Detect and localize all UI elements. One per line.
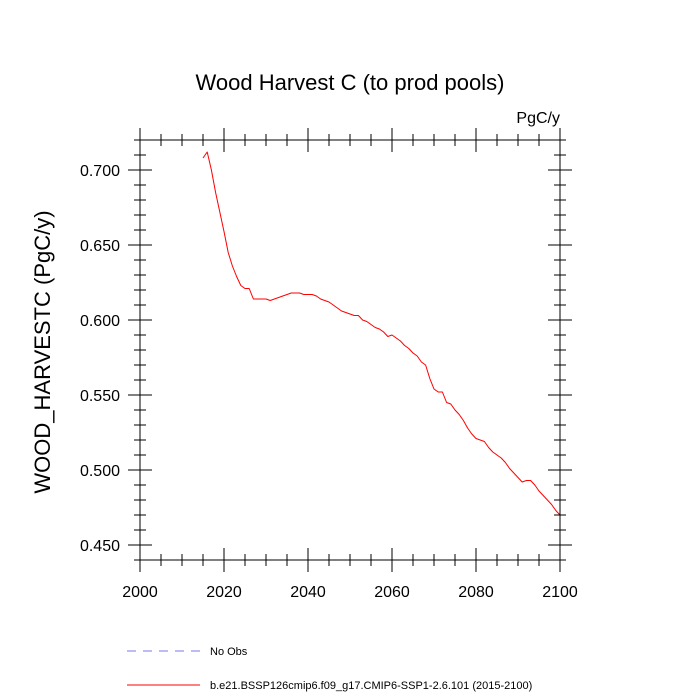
x-tick-label: 2000 bbox=[122, 584, 158, 601]
series-layer bbox=[202, 151, 561, 516]
series-line bbox=[202, 151, 561, 516]
plot-frame bbox=[139, 139, 561, 561]
y-tick-label: 0.700 bbox=[80, 163, 120, 180]
ticks-layer bbox=[128, 128, 572, 572]
legend-label-model: b.e21.BSSP126cmip6.f09_g17.CMIP6-SSP1-2.… bbox=[210, 680, 532, 692]
x-tick-label: 2080 bbox=[458, 584, 494, 601]
y-tick-label: 0.500 bbox=[80, 463, 120, 480]
chart-title: Wood Harvest C (to prod pools) bbox=[196, 70, 505, 95]
y-tick-label: 0.450 bbox=[80, 538, 120, 555]
y-tick-label: 0.550 bbox=[80, 388, 120, 405]
legend-label-no-obs: No Obs bbox=[210, 646, 248, 658]
x-tick-label: 2020 bbox=[206, 584, 242, 601]
x-tick-label: 2100 bbox=[542, 584, 578, 601]
legend: No Obs b.e21.BSSP126cmip6.f09_g17.CMIP6-… bbox=[127, 646, 532, 692]
units-label: PgC/y bbox=[516, 110, 560, 127]
y-tick-label: 0.650 bbox=[80, 238, 120, 255]
y-axis-label: WOOD_HARVESTC (PgC/y) bbox=[30, 210, 55, 493]
y-tick-labels: 0.450 0.500 0.550 0.600 0.650 0.700 bbox=[80, 163, 120, 555]
y-tick-label: 0.600 bbox=[80, 313, 120, 330]
x-tick-label: 2060 bbox=[374, 584, 410, 601]
x-tick-label: 2040 bbox=[290, 584, 326, 601]
x-tick-labels: 2000 2020 2040 2060 2080 2100 bbox=[122, 584, 578, 601]
